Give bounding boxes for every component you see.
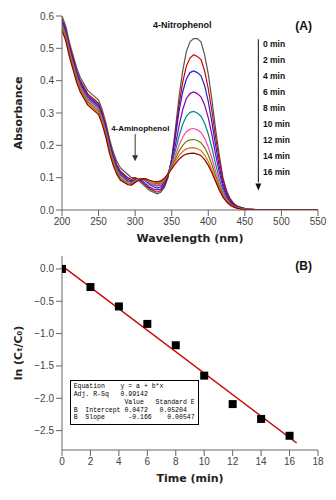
svg-text:−1.0: −1.0 (34, 328, 54, 339)
svg-text:16 min: 16 min (263, 167, 290, 177)
svg-text:0.4: 0.4 (40, 75, 54, 86)
svg-text:2: 2 (88, 456, 94, 467)
svg-text:8 min: 8 min (263, 103, 285, 113)
svg-text:4-Nitrophenol: 4-Nitrophenol (153, 20, 212, 30)
svg-text:2 min: 2 min (263, 55, 285, 65)
svg-text:16: 16 (284, 456, 296, 467)
svg-text:(A): (A) (295, 19, 312, 33)
svg-text:12: 12 (227, 456, 239, 467)
svg-text:−2.0: −2.0 (34, 393, 54, 404)
svg-text:4: 4 (116, 456, 122, 467)
svg-text:0 min: 0 min (263, 39, 285, 49)
svg-text:−0.5: −0.5 (34, 296, 54, 307)
svg-text:Wavelength (nm): Wavelength (nm) (137, 232, 244, 245)
svg-text:(B): (B) (295, 259, 312, 273)
svg-text:12 min: 12 min (263, 135, 290, 145)
svg-text:0.0: 0.0 (40, 263, 54, 274)
svg-text:450: 450 (237, 216, 254, 227)
svg-text:14 min: 14 min (263, 151, 290, 161)
svg-text:0.0: 0.0 (40, 205, 54, 216)
svg-text:4 min: 4 min (263, 71, 285, 81)
svg-text:6 min: 6 min (263, 87, 285, 97)
svg-text:Time (min): Time (min) (156, 472, 223, 485)
svg-text:−2.5: −2.5 (34, 425, 54, 436)
svg-text:0: 0 (59, 456, 65, 467)
svg-text:10: 10 (199, 456, 211, 467)
svg-text:4-Aminophenol: 4-Aminophenol (111, 124, 169, 133)
svg-text:550: 550 (310, 216, 327, 227)
svg-text:−1.5: −1.5 (34, 360, 54, 371)
svg-text:0.1: 0.1 (40, 172, 54, 183)
svg-text:8: 8 (173, 456, 179, 467)
svg-text:250: 250 (90, 216, 107, 227)
html-text:Equation y = a + b*x Adj. R-Sq: Equation y = a + b*x Adj. R-Sq 0.99142 V… (73, 383, 195, 422)
svg-text:350: 350 (163, 216, 180, 227)
svg-text:500: 500 (273, 216, 290, 227)
svg-text:10 min: 10 min (263, 119, 290, 129)
svg-text:ln (Cₜ/C₀): ln (Cₜ/C₀) (12, 326, 25, 381)
svg-text:400: 400 (200, 216, 217, 227)
svg-text:0.3: 0.3 (40, 108, 54, 119)
svg-text:Absorbance: Absorbance (12, 76, 25, 149)
svg-text:200: 200 (54, 216, 71, 227)
svg-text:18: 18 (312, 456, 324, 467)
svg-text:14: 14 (256, 456, 268, 467)
svg-text:0.5: 0.5 (40, 43, 54, 54)
svg-text:300: 300 (127, 216, 144, 227)
svg-text:6: 6 (145, 456, 151, 467)
svg-text:0.6: 0.6 (40, 11, 54, 22)
svg-text:0.2: 0.2 (40, 140, 54, 151)
